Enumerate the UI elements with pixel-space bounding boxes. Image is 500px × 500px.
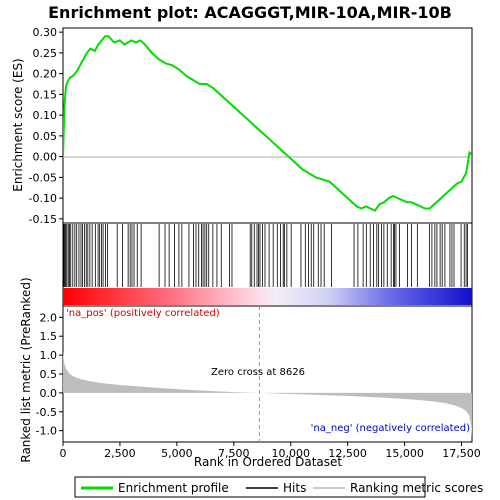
x-tick-label: 15,000 [385,447,424,460]
es-y-tick-label: 0.05 [33,130,58,143]
es-panel: -0.15 -0.10 -0.05 0.00 0.05 0.10 0.15 0.20 0.25 0… [11,26,473,226]
legend-label-hits: Hits [283,481,306,495]
legend-label-enrichment-profile: Enrichment profile [118,481,229,495]
es-y-tick-label: 0.15 [33,88,58,101]
legend-frame [74,476,426,498]
es-y-axis-label: Enrichment score (ES) [11,58,25,191]
metric-y-tick-label: 0.0 [40,387,58,400]
x-tick-label: 5,000 [161,447,193,460]
correlation-band [63,288,472,305]
metric-y-tick-label: 0.5 [40,368,58,381]
ranked-metric-panel: 'na_pos' (positively correlated) Zero cr… [19,277,481,469]
x-tick-label: 17,500 [442,447,481,460]
es-y-tick-label: -0.15 [29,213,57,226]
metric-y-tick-label: 2.0 [40,311,58,324]
metric-y-tick-label: 1.5 [40,330,58,343]
x-ticks: 0 2,500 5,000 7,500 10,000 12,500 15,000 17,500 [60,442,481,460]
na-neg-label: 'na_neg' (negatively correlated) [311,423,470,434]
na-pos-label: 'na_pos' (positively correlated) [66,308,220,319]
es-y-tick-label: -0.10 [29,192,57,205]
hit-lines [63,224,468,287]
x-tick-label: 2,500 [104,447,136,460]
x-tick-label: 10,000 [271,447,310,460]
ranked-metric-panel-frame [62,305,473,443]
x-tick-label: 12,500 [328,447,367,460]
metric-y-ticks: -1.0 -0.5 0.0 0.5 1.0 1.5 2.0 [36,311,63,438]
es-y-ticks: -0.15 -0.10 -0.05 0.00 0.05 0.10 0.15 0.20 0.25 0… [29,26,63,226]
es-y-tick-label: 0.30 [33,26,58,39]
legend: Enrichment profile Hits Ranking metric s… [74,476,483,498]
x-axis-label: Rank in Ordered Dataset [194,455,342,469]
enrichment-profile-line [63,35,472,212]
es-y-tick-label: 0.10 [33,109,58,122]
ranking-metric-area [63,351,472,439]
metric-y-tick-label: -0.5 [36,406,57,419]
x-tick-label: 0 [60,447,67,460]
es-y-tick-label: 0.25 [33,47,58,60]
x-tick-label: 7,500 [218,447,250,460]
es-y-tick-label: -0.05 [29,171,57,184]
es-y-tick-label: 0.00 [33,151,58,164]
chart-title: Enrichment plot: ACAGGGT,MIR-10A,MIR-10B [48,3,452,22]
metric-y-axis-label: Ranked list metric (PreRanked) [19,277,33,462]
legend-label-ranking-metric: Ranking metric scores [350,481,483,495]
metric-y-tick-label: 1.0 [40,349,58,362]
es-y-tick-label: 0.20 [33,68,58,81]
metric-y-tick-label: -1.0 [36,425,57,438]
es-panel-frame [62,27,473,224]
hits-panel [62,222,473,307]
zero-cross-label: Zero cross at 8626 [211,367,305,378]
